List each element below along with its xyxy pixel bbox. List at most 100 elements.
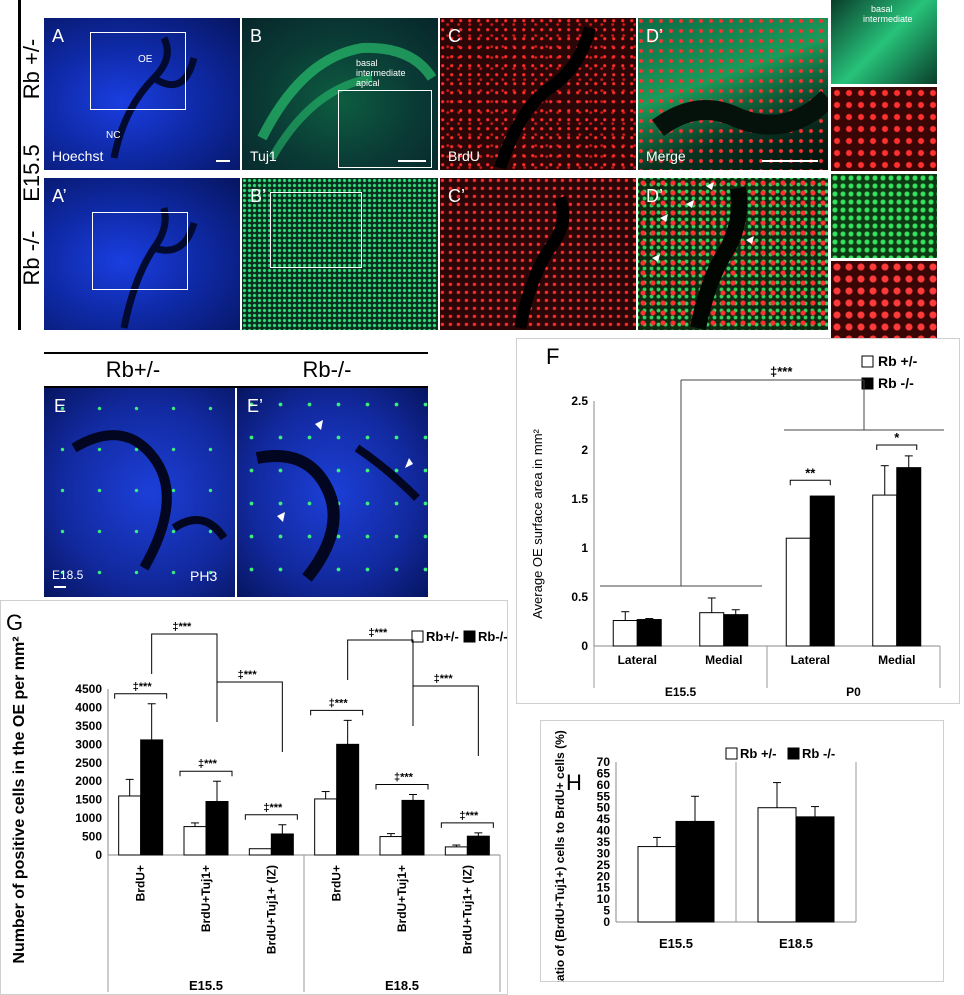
ph3-header-rb-het: Rb+/-: [105, 357, 161, 382]
significance-label: ‡***: [459, 810, 479, 822]
panel-letter: H: [566, 770, 582, 795]
y-tick-label: 30: [597, 846, 611, 860]
significance-label: ‡***: [329, 697, 349, 709]
significance-label: ‡***: [770, 364, 793, 379]
panel-c-prime-brdu-image: C’: [440, 178, 636, 330]
significance-label: **: [805, 465, 816, 480]
x-category-label: Lateral: [618, 653, 657, 667]
significance-label: ‡***: [263, 802, 283, 814]
bar: [757, 807, 797, 923]
panel-c-tissue-outline: [494, 26, 596, 170]
chart-g-frame: [0, 600, 508, 995]
basal-annotation: basal: [356, 58, 378, 68]
panel-b-tissue-outline: [257, 42, 437, 160]
significance-bracket: [114, 693, 168, 699]
legend-entry: Rb -/-: [878, 375, 914, 391]
panel-letter: A’: [52, 186, 67, 206]
legend-swatch: [861, 355, 874, 368]
panel-d-tissue-outline: [652, 90, 828, 137]
panel-a-prime-hoechst-image: A’: [44, 178, 240, 330]
y-tick-label: 2000: [75, 774, 102, 788]
apical-annotation: apical: [356, 78, 380, 88]
bar: [896, 467, 922, 647]
y-tick-label: 70: [597, 755, 611, 769]
y-tick-label: 15: [597, 881, 611, 895]
panel-a-tissue-outline: [110, 36, 198, 159]
bar: [379, 836, 403, 856]
bar: [314, 798, 338, 856]
panel-e-prime-tissue-outline: [255, 420, 420, 582]
y-tick-label: 1.5: [571, 492, 588, 506]
y-tick-label: 2500: [75, 756, 102, 770]
panel-e-tissue-outline: [71, 430, 228, 571]
legend-swatch: [463, 630, 476, 643]
inset-basal-annotation: basal: [871, 4, 893, 14]
inset-tuj1-rb-het: basal intermediate: [831, 0, 937, 84]
y-axis-label: Average OE surface area in mm²: [530, 428, 545, 618]
inset-brdu-rb-ko: [831, 261, 937, 345]
bar: [809, 495, 835, 647]
x-category-label: Medial: [878, 653, 915, 667]
legend-swatch: [411, 630, 424, 643]
y-tick-label: 3000: [75, 737, 102, 751]
significance-bracket: [375, 784, 429, 790]
panel-letter: B’: [250, 186, 267, 206]
y-tick-label: 4000: [75, 700, 102, 714]
oe-annotation: OE: [138, 54, 153, 65]
ph3-marker-label: PH3: [190, 568, 218, 584]
bar: [872, 494, 898, 647]
legend-swatch: [861, 377, 874, 390]
x-category-label: E15.5: [659, 936, 693, 951]
bar: [140, 739, 164, 856]
panel-a-hoechst-image: A OE NC Hoechst: [44, 18, 240, 170]
y-tick-label: 1500: [75, 793, 102, 807]
y-tick-label: 40: [597, 824, 611, 838]
panel-letter: C’: [448, 186, 465, 206]
x-group-label: E18.5: [385, 978, 419, 993]
scale-bar: [216, 160, 230, 162]
significance-bracket: [216, 681, 283, 752]
bar: [205, 801, 229, 856]
ph3-header-rb-ko: Rb-/-: [302, 357, 352, 382]
panel-d-prime-tissue-outline: [652, 182, 754, 330]
legend-entry: Rb-/-: [478, 629, 508, 644]
bar: [444, 846, 468, 856]
scale-bar: [762, 160, 818, 162]
y-tick-label: 0: [603, 915, 610, 929]
panel-letter: E’: [247, 396, 264, 416]
y-tick-label: 1: [581, 541, 588, 555]
bar: [248, 848, 272, 856]
panel-stain-label: Tuj1: [250, 148, 277, 164]
x-category-label: Lateral: [791, 653, 830, 667]
panel-c-brdu-image: C BrdU: [440, 18, 636, 170]
panel-d-prime-merge-image: D’: [638, 178, 828, 330]
y-axis-label: Ratio of (BrdU+Tuj1+) cells to BrdU+ cel…: [553, 730, 567, 982]
ph3-header-line-bottom: [44, 386, 428, 388]
y-tick-label: 60: [597, 778, 611, 792]
legend-entry: Rb+/-: [426, 629, 459, 644]
bar: [183, 826, 207, 856]
bar: [612, 620, 638, 647]
y-tick-label: 55: [597, 789, 611, 803]
legend-swatch: [725, 747, 738, 760]
significance-label: ‡***: [172, 621, 192, 633]
significance-bracket: [151, 633, 218, 704]
nc-annotation: NC: [106, 130, 121, 141]
bar: [466, 835, 490, 856]
legend-entry: Rb +/-: [740, 746, 776, 761]
intermediate-annotation: intermediate: [356, 68, 406, 78]
significance-label: ‡***: [238, 669, 258, 681]
row-label-rb-het: Rb +/-: [19, 38, 44, 100]
y-tick-label: 0: [95, 848, 102, 862]
panel-letter: D’: [646, 186, 663, 206]
inset-brdu-rb-het: [831, 87, 937, 171]
y-tick-label: 5: [603, 904, 610, 918]
panel-b-prime-tuj1-image: B’: [242, 178, 438, 330]
scale-bar: [398, 160, 426, 162]
panel-b-zoom-box: [338, 90, 432, 168]
significance-label: ‡***: [434, 673, 454, 685]
y-tick-label: 50: [597, 801, 611, 815]
significance-label: ‡***: [394, 772, 414, 784]
significance-label: ‡***: [198, 758, 218, 770]
